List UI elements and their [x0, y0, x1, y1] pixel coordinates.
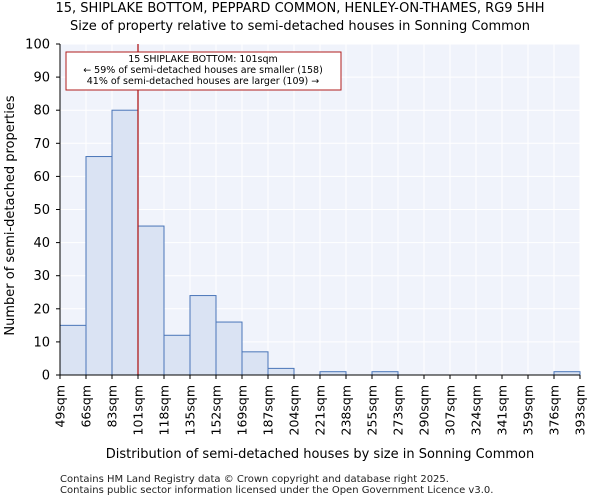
- y-tick-label: 0: [42, 369, 50, 384]
- bar-169sqm: [241, 351, 269, 376]
- y-tick-label: 10: [33, 335, 50, 350]
- y-tick-label: 20: [33, 302, 50, 317]
- bar-118sqm: [163, 334, 191, 376]
- bar-135sqm: [189, 295, 217, 376]
- x-tick-label-307sqm: 307sqm: [443, 385, 458, 435]
- chart-title: Size of property relative to semi-detach…: [70, 19, 530, 34]
- footer-licence: Contains public sector information licen…: [60, 485, 494, 496]
- y-tick-label: 70: [33, 137, 50, 152]
- x-tick-label-221sqm: 221sqm: [313, 385, 328, 435]
- x-tick-label-118sqm: 118sqm: [157, 385, 172, 435]
- x-tick-label-238sqm: 238sqm: [339, 385, 354, 435]
- x-tick-label-255sqm: 255sqm: [365, 385, 380, 435]
- bar-83sqm: [111, 109, 139, 376]
- x-tick-label-324sqm: 324sqm: [469, 385, 484, 435]
- annotation-box: 15 SHIPLAKE BOTTOM: 101sqm ← 59% of semi…: [65, 51, 342, 91]
- chart-title-address: 15, SHIPLAKE BOTTOM, PEPPARD COMMON, HEN…: [55, 1, 545, 16]
- x-tick-label-66sqm: 66sqm: [79, 385, 94, 428]
- x-tick-label-290sqm: 290sqm: [417, 385, 432, 435]
- y-tick-label: 90: [33, 71, 50, 86]
- x-tick-label-135sqm: 135sqm: [183, 385, 198, 435]
- x-tick-label-359sqm: 359sqm: [521, 385, 536, 435]
- y-tick-label: 30: [33, 269, 50, 284]
- x-tick-label-204sqm: 204sqm: [287, 385, 302, 435]
- y-tick-label: 80: [33, 104, 50, 119]
- y-tick-label: 40: [33, 236, 50, 251]
- bar-66sqm: [85, 156, 113, 376]
- x-tick-label-273sqm: 273sqm: [391, 385, 406, 435]
- y-tick-labels: 0 10 20 30 40 50 60 70 80 90 100: [25, 38, 50, 384]
- y-tick-label: 100: [25, 38, 50, 53]
- x-tick-label-83sqm: 83sqm: [105, 385, 120, 428]
- bar-187sqm: [267, 367, 295, 376]
- annotation-larger: 41% of semi-detached houses are larger (…: [87, 76, 320, 87]
- x-tick-label-101sqm: 101sqm: [131, 385, 146, 435]
- x-tick-label-341sqm: 341sqm: [495, 385, 510, 435]
- bar-101sqm: [137, 225, 165, 376]
- y-tick-label: 50: [33, 203, 50, 218]
- bar-49sqm: [59, 324, 87, 376]
- x-tick-label-49sqm: 49sqm: [53, 385, 68, 428]
- annotation-smaller: ← 59% of semi-detached houses are smalle…: [83, 65, 323, 76]
- x-tick-label-187sqm: 187sqm: [261, 385, 276, 435]
- x-tick-label-152sqm: 152sqm: [209, 385, 224, 435]
- x-tick-labels: 49sqm 66sqm 83sqm 101sqm 118sqm 135sqm 152sqm 1…: [53, 385, 588, 435]
- axes: [56, 43, 581, 379]
- x-tick-label-169sqm: 169sqm: [235, 385, 250, 435]
- y-tick-label: 60: [33, 170, 50, 185]
- bar-152sqm: [215, 321, 243, 376]
- annotation-title: 15 SHIPLAKE BOTTOM: 101sqm: [128, 54, 278, 65]
- x-axis-label: Distribution of semi-detached houses by …: [106, 447, 534, 462]
- annotation-border: [65, 51, 342, 91]
- footer-copyright: Contains HM Land Registry data © Crown c…: [60, 474, 449, 485]
- y-axis-label: Number of semi-detached properties: [3, 95, 18, 335]
- x-tick-label-393sqm: 393sqm: [573, 385, 588, 435]
- x-tick-label-376sqm: 376sqm: [547, 385, 562, 435]
